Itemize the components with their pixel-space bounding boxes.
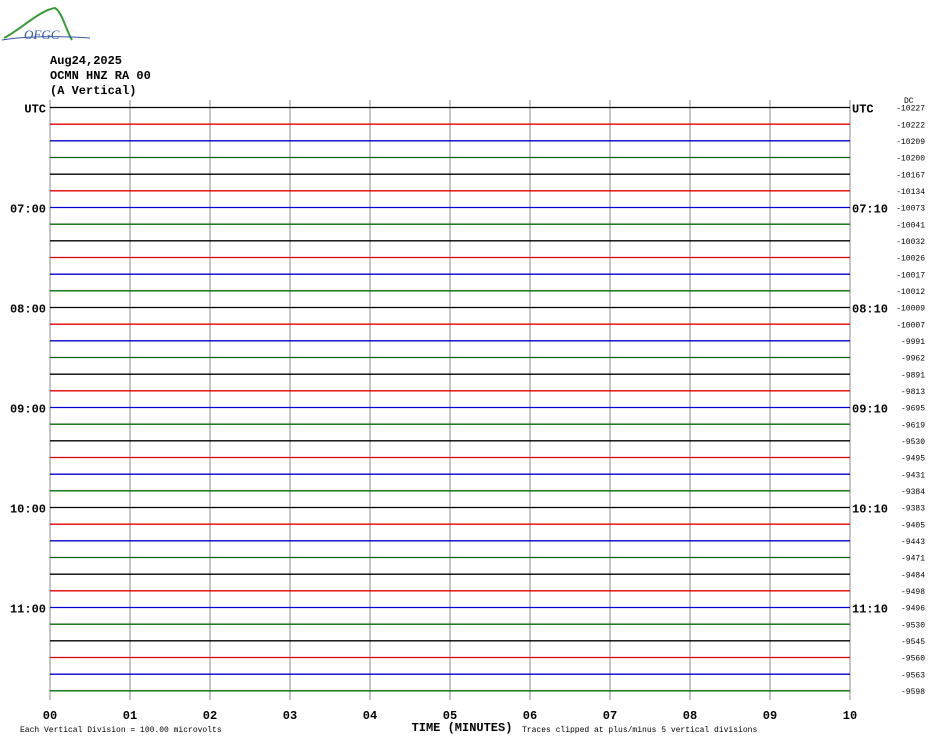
time-label-left: UTC	[24, 103, 46, 117]
x-tick-label: 04	[363, 709, 377, 723]
logo-mark	[3, 6, 73, 41]
trace-offset: -10007	[896, 321, 925, 330]
trace-offset: -9598	[901, 688, 925, 697]
x-tick-label: 10	[843, 709, 857, 723]
trace-offset: -10017	[896, 271, 925, 280]
trace-offset: -10167	[896, 171, 925, 180]
logo-line	[1, 36, 91, 41]
trace-offset: -9813	[901, 388, 925, 397]
x-tick-label: 08	[683, 709, 697, 723]
trace-offset: -9560	[901, 655, 925, 664]
station: OCMN HNZ RA 00	[50, 69, 151, 83]
trace-offset: -10009	[896, 305, 925, 314]
time-label-left: 10:00	[10, 503, 46, 517]
trace-offset: -9405	[901, 521, 925, 530]
clip-note: Traces clipped at plus/minus 5 vertical …	[522, 726, 757, 735]
trace-offset: -10227	[896, 105, 925, 114]
trace-offset: -9471	[901, 555, 925, 564]
x-tick-label: 03	[283, 709, 297, 723]
time-label-right: 10:10	[852, 503, 888, 517]
time-label-left: 08:00	[10, 303, 46, 317]
x-tick-label: 02	[203, 709, 217, 723]
trace-offset: -9495	[901, 455, 925, 464]
trace-offset: -9545	[901, 638, 925, 647]
trace-offset: -9619	[901, 421, 925, 430]
trace-offset: -10012	[896, 288, 925, 297]
time-label-right: 08:10	[852, 303, 888, 317]
trace-offset: -10134	[896, 188, 925, 197]
scale-note: Each Vertical Division = 100.00 microvol…	[20, 726, 222, 735]
date: Aug24,2025	[50, 54, 122, 68]
trace-offset: -9496	[901, 605, 925, 614]
logo-text: OFGC	[24, 27, 60, 42]
trace-offset: -10073	[896, 205, 925, 214]
plot: 00 01 02 03 04 05 06 07 08 09 10 -10227 UTC UTC -10222…	[10, 100, 925, 723]
trace-offset: -10209	[896, 138, 925, 147]
trace-offset: -9431	[901, 471, 925, 480]
x-tick-label: 07	[603, 709, 617, 723]
trace-offset: -9891	[901, 371, 925, 380]
x-tick-label: 05	[443, 709, 457, 723]
trace-offset: -9443	[901, 538, 925, 547]
x-tick-label: 09	[763, 709, 777, 723]
trace-offset: -9384	[901, 488, 925, 497]
trace-offset: -9498	[901, 588, 925, 597]
trace-offset: -9530	[901, 621, 925, 630]
x-tick-label: 00	[43, 709, 57, 723]
time-label-right: 07:10	[852, 203, 888, 217]
trace-offset: -10032	[896, 238, 925, 247]
trace-offset: -10026	[896, 255, 925, 264]
trace-offset: -9383	[901, 505, 925, 514]
time-label-left: 07:00	[10, 203, 46, 217]
time-label-right: 09:10	[852, 403, 888, 417]
trace-offset: -9695	[901, 405, 925, 414]
logo: OFGC	[1, 6, 91, 42]
time-label-right: UTC	[852, 103, 874, 117]
trace-offset: -9484	[901, 571, 925, 580]
trace-offset: -10200	[896, 155, 925, 164]
time-label-right: 11:10	[852, 603, 888, 617]
x-axis-label: TIME (MINUTES)	[412, 721, 513, 735]
trace-offset: -9530	[901, 438, 925, 447]
dc-label: DC	[904, 97, 914, 106]
trace-offset: -9962	[901, 355, 925, 364]
component: (A Vertical)	[50, 84, 136, 98]
time-label-left: 09:00	[10, 403, 46, 417]
time-label-left: 11:00	[10, 603, 46, 617]
trace-offset: -9991	[901, 338, 925, 347]
x-tick-label: 06	[523, 709, 537, 723]
trace-offset: -10222	[896, 121, 925, 130]
trace-offset: -10041	[896, 221, 925, 230]
trace-offset: -9563	[901, 671, 925, 680]
x-tick-label: 01	[123, 709, 137, 723]
